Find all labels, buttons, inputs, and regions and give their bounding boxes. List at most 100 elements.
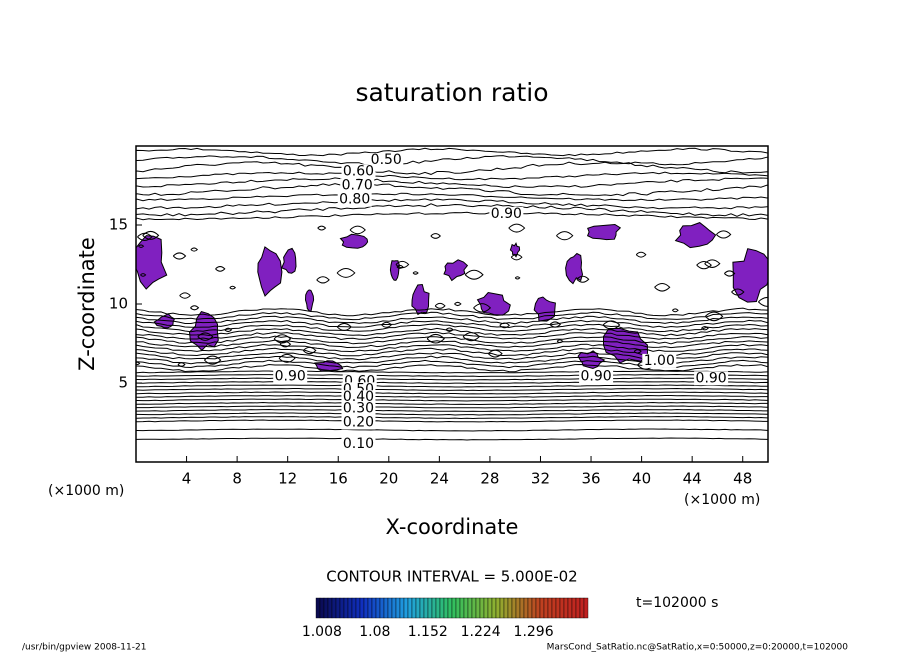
contour-line: [510, 254, 523, 261]
saturated-region: [257, 246, 283, 297]
contour-line: [671, 308, 679, 313]
contour-line: [136, 203, 768, 217]
colorbar-cell: [351, 597, 357, 619]
contour-line: [136, 192, 768, 202]
contour-line: [701, 326, 709, 331]
contour-line: [396, 264, 404, 269]
contour-line: [136, 391, 768, 395]
contour-line: [136, 412, 768, 416]
plot-area: 0.500.600.700.800.900.90 0.90 0.901.000.60…: [136, 147, 768, 452]
contour-line: [136, 428, 768, 432]
colorbar-cell: [475, 597, 481, 619]
contour-line: [136, 405, 768, 409]
contour-line: [136, 343, 768, 353]
contour-line: [696, 260, 712, 270]
contour-line: [731, 288, 745, 296]
contour-line: [454, 301, 462, 307]
colorbar-cell: [379, 597, 385, 619]
contour-line: [317, 225, 327, 231]
colorbar-cell: [323, 597, 329, 619]
contour-label-bg: [273, 369, 308, 384]
contour-label-bg: [341, 436, 376, 451]
colorbar-cell: [567, 597, 573, 619]
contour-line: [473, 303, 492, 313]
contour-label: 0.50: [371, 152, 402, 168]
colorbar-cell: [391, 597, 397, 619]
saturated-region: [281, 247, 297, 274]
contour-line: [302, 346, 317, 355]
contour-line: [136, 183, 768, 197]
colorbar-cell: [583, 597, 589, 619]
contour-line: [136, 377, 768, 381]
colorbar-cell: [339, 597, 345, 619]
contour-line: [190, 247, 199, 252]
contour-line: [172, 252, 187, 260]
x-tick-label: 48: [733, 470, 752, 488]
colorbar-cell: [359, 597, 365, 619]
contour-line: [136, 419, 768, 423]
x-tick-label: 4: [182, 470, 192, 488]
colorbar-cell: [387, 597, 393, 619]
colorbar-cell: [479, 597, 485, 619]
colorbar-cell: [503, 597, 509, 619]
footer-right: MarsCond_SatRatio.nc@SatRatio,x=0:50000,…: [547, 643, 849, 653]
contour-label: 0.30: [343, 400, 374, 416]
saturated-region: [586, 223, 622, 241]
contour-line: [602, 320, 621, 330]
colorbar-cell: [439, 597, 445, 619]
y-tick-label: 10: [109, 295, 128, 313]
x-tick-label: 12: [278, 470, 297, 488]
contour-line: [136, 307, 768, 317]
contour-line: [395, 260, 410, 269]
contour-line: [136, 319, 768, 329]
colorbar-tick-label: 1.008: [302, 624, 342, 640]
colorbar-cell: [459, 597, 465, 619]
contour-label: 0.60: [343, 163, 374, 179]
colorbar-cell: [467, 597, 473, 619]
contour-line: [136, 339, 768, 349]
saturated-region: [411, 283, 430, 316]
x-tick-label: 16: [329, 470, 348, 488]
contour-line: [136, 331, 768, 341]
colorbar-cell: [495, 597, 501, 619]
contour-line: [412, 271, 419, 275]
colorbar-cell: [555, 597, 561, 619]
contour-label: 0.70: [342, 178, 373, 194]
colorbar-cell: [527, 597, 533, 619]
footer-left: /usr/bin/gpview 2008-11-21: [22, 643, 146, 653]
contour-line: [508, 223, 526, 233]
colorbar-cell: [435, 597, 441, 619]
colorbar-cell: [471, 597, 477, 619]
contour-line: [136, 373, 768, 378]
contour-interval: CONTOUR INTERVAL = 5.000E-02: [326, 568, 577, 586]
contour-line: [224, 327, 233, 333]
colorbar-cell: [315, 597, 321, 619]
contour-line: [229, 285, 237, 290]
contour-line: [136, 315, 768, 325]
contour-line: [138, 244, 145, 248]
time-label: t=102000 s: [636, 595, 718, 611]
saturated-region: [339, 233, 369, 249]
contour-line: [576, 275, 590, 283]
colorbar-cell: [395, 597, 401, 619]
colorbar-cell: [347, 597, 353, 619]
colorbar-cell: [327, 597, 333, 619]
contour-label-bg: [341, 164, 376, 179]
contour-line: [190, 305, 200, 311]
x-axis-label: X-coordinate: [386, 515, 519, 539]
x-tick-label: 28: [480, 470, 499, 488]
y-axis-label: Z-coordinate: [75, 237, 99, 371]
colorbar-cell: [355, 597, 361, 619]
contour-label: 0.90: [696, 370, 727, 386]
contour-label-bg: [489, 206, 524, 221]
contour-line: [136, 370, 768, 374]
contour-line: [136, 147, 768, 157]
contour-label-bg: [341, 401, 376, 416]
contour-line: [136, 363, 768, 373]
x-tick-label: 32: [531, 470, 550, 488]
contour-line: [279, 341, 292, 348]
colorbar-cell: [519, 597, 525, 619]
colorbar-cell: [427, 597, 433, 619]
contour-line: [136, 387, 768, 392]
